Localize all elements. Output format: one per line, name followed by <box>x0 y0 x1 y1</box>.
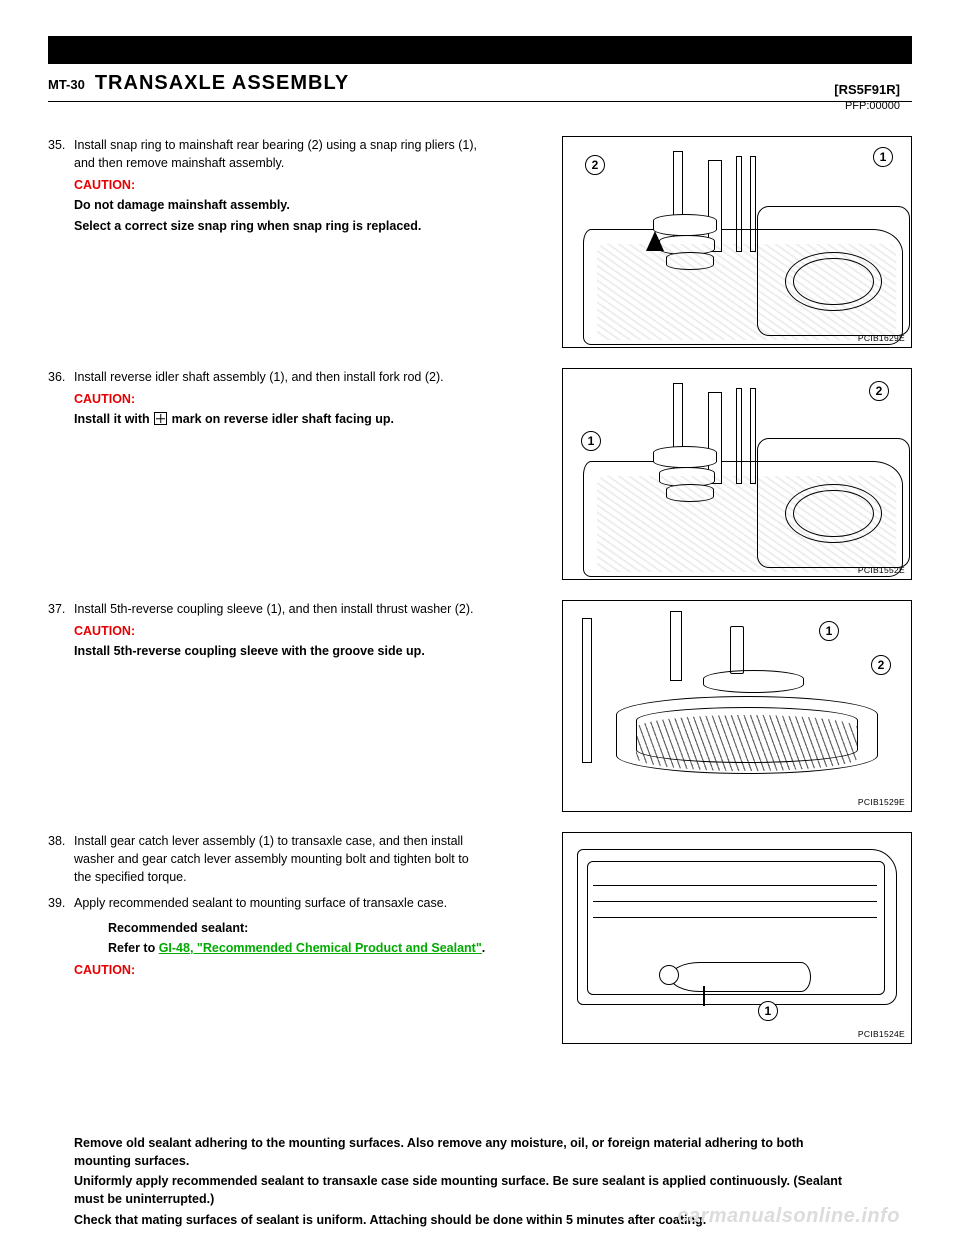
callout-2: 2 <box>871 655 891 675</box>
ref-link[interactable]: GI-48, "Recommended Chemical Product and… <box>159 941 482 955</box>
callout-2: 2 <box>869 381 889 401</box>
callout-2: 2 <box>585 155 605 175</box>
step-body: Install gear catch lever assembly (1) to… <box>74 832 488 886</box>
step-number: 36. <box>48 368 74 386</box>
figure-3: 1 2 PCIB1529E <box>562 600 912 812</box>
callout-1: 1 <box>819 621 839 641</box>
ref-prefix: Refer to <box>108 941 159 955</box>
step-body: Apply recommended sealant to mounting su… <box>74 894 488 912</box>
step-36-block: 36. Install reverse idler shaft assembly… <box>48 368 912 600</box>
caution-label: CAUTION: <box>74 622 488 640</box>
caution-label: CAUTION: <box>74 961 488 979</box>
step-37-block: 37. Install 5th-reverse coupling sleeve … <box>48 600 912 832</box>
header-black-bar <box>48 36 912 64</box>
content: 35. Install snap ring to mainshaft rear … <box>48 136 912 1229</box>
figure-4: 1 PCIB1524E <box>562 832 912 1044</box>
page-title: TRANSAXLE ASSEMBLY <box>95 72 349 95</box>
step-36-text: 36. Install reverse idler shaft assembly… <box>48 368 488 428</box>
step-37-text: 37. Install 5th-reverse coupling sleeve … <box>48 600 488 660</box>
figure-art <box>569 839 905 1025</box>
caution-label: CAUTION: <box>74 176 488 194</box>
step-38-39-block: 38. Install gear catch lever assembly (1… <box>48 832 912 1132</box>
figure-code: PCIB1629E <box>858 333 905 343</box>
step-body: Install 5th-reverse coupling sleeve (1),… <box>74 600 488 618</box>
figure-2: 1 2 PCIB1552E <box>562 368 912 580</box>
callout-1: 1 <box>873 147 893 167</box>
figure-art <box>569 143 917 353</box>
step-38-text: 38. Install gear catch lever assembly (1… <box>48 832 488 979</box>
ref-suffix: . <box>482 941 485 955</box>
watermark: carmanualsonline.info <box>677 1205 900 1228</box>
header-row: MT-30 TRANSAXLE ASSEMBLY <box>48 72 912 102</box>
figure-art <box>569 375 917 585</box>
callout-1: 1 <box>581 431 601 451</box>
caution-segment: Install it with <box>74 412 153 426</box>
caution-line: Install it with mark on reverse idler sh… <box>74 410 488 428</box>
step-35-block: 35. Install snap ring to mainshaft rear … <box>48 136 912 368</box>
sealant-label: Recommended sealant: <box>108 919 488 937</box>
caution-line: Uniformly apply recommended sealant to t… <box>74 1172 848 1208</box>
caution-line: Install 5th-reverse coupling sleeve with… <box>74 642 488 660</box>
caution-line: Select a correct size snap ring when sna… <box>74 217 488 235</box>
pfp-code: PFP:00000 <box>845 100 900 112</box>
figure-code: PCIB1552E <box>858 565 905 575</box>
sealant-ref: Refer to GI-48, "Recommended Chemical Pr… <box>108 939 488 957</box>
step-35-text: 35. Install snap ring to mainshaft rear … <box>48 136 488 235</box>
figure-art <box>569 607 905 793</box>
step-number: 35. <box>48 136 74 154</box>
caution-line: Do not damage mainshaft assembly. <box>74 196 488 214</box>
callout-1: 1 <box>758 1001 778 1021</box>
step-number: 38. <box>48 832 74 850</box>
caution-label: CAUTION: <box>74 390 488 408</box>
page: MT-30 TRANSAXLE ASSEMBLY [RS5F91R] PFP:0… <box>0 0 960 1242</box>
caution-line: Remove old sealant adhering to the mount… <box>74 1134 848 1170</box>
step-body: Install snap ring to mainshaft rear bear… <box>74 136 488 172</box>
model-code: [RS5F91R] <box>834 82 900 97</box>
step-number: 39. <box>48 894 74 912</box>
mark-icon <box>154 412 167 425</box>
figure-code: PCIB1524E <box>858 1029 905 1039</box>
step-number: 37. <box>48 600 74 618</box>
step-body: Install reverse idler shaft assembly (1)… <box>74 368 488 386</box>
page-number: MT-30 <box>48 77 85 92</box>
figure-code: PCIB1529E <box>858 797 905 807</box>
figure-1: 1 2 PCIB1629E <box>562 136 912 348</box>
caution-segment: mark on reverse idler shaft facing up. <box>168 412 394 426</box>
